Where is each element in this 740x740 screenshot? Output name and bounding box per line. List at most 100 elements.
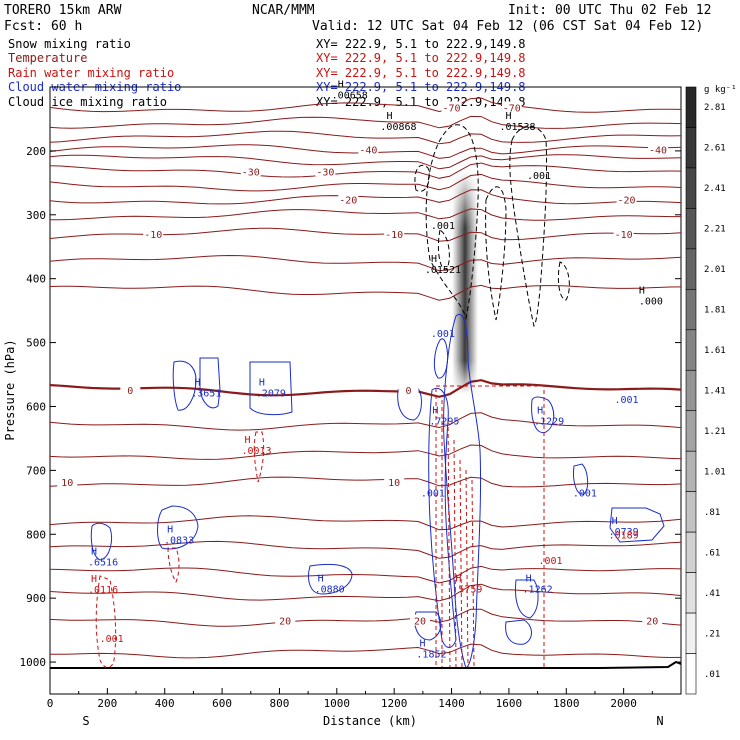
isotherm-line [49, 583, 682, 602]
cloud-water-contour [172, 360, 197, 411]
temp-label: 10 [61, 478, 73, 489]
temp-label: 20 [279, 617, 291, 628]
colorbar-labels: 2.81 2.61 2.41 2.21 2.01 1.81 1.61 1.41 1.21 1.01… [704, 103, 726, 680]
colorbar-label: 2.41 [704, 184, 726, 194]
legend-temperature: Temperature [8, 51, 87, 65]
high-marker: H [432, 406, 438, 417]
cloud-water-contour [573, 463, 589, 495]
temp-label-bg [338, 193, 359, 205]
temp-label: 0 [127, 386, 133, 397]
temp-label: 20 [414, 617, 426, 628]
cloud-ice-contour [425, 124, 479, 320]
field-value-label: .001 [431, 221, 455, 232]
xy-temperature: XY= 222.9, 5.1 to 222.9,149.8 [316, 51, 526, 65]
colorbar-box [685, 653, 697, 695]
temp-label-bg [384, 475, 405, 487]
colorbar-label: 2.01 [704, 265, 726, 275]
temp-label: -10 [144, 230, 162, 241]
xy-snow: XY= 222.9, 5.1 to 222.9,149.8 [316, 37, 526, 51]
x-tick-label: 1600 [496, 697, 523, 710]
field-value-label: .0189 [609, 530, 639, 541]
temp-label-bg [240, 165, 261, 177]
y-tick-label: 600 [26, 400, 46, 413]
isotherm-line [49, 476, 682, 488]
isotherm-line [49, 608, 682, 627]
y-tick-label: 400 [26, 273, 46, 286]
cloud-water-contour [157, 505, 199, 550]
high-marker: H [338, 80, 344, 91]
valid-time: Valid: 12 UTC Sat 04 Feb 12 (06 CST Sat … [312, 19, 703, 34]
colorbar-box [685, 491, 697, 533]
cloud-ice-contour [485, 186, 507, 321]
colorbar-label: 1.61 [704, 346, 726, 356]
x-axis-label: Distance (km) [323, 714, 417, 728]
field-value-label: .01538 [499, 122, 535, 133]
contour-labels: -70 -70 -40 -40 -30 -30 -20 -20 -10 -10 -10 0 0 10 10 2… [57, 80, 669, 661]
rain-water-contour [436, 385, 545, 668]
axes: 0 200 400 600 800 1000 1200 1400 1600 1800 2000 20… [3, 145, 681, 728]
y-tick-label: 500 [26, 337, 46, 350]
temp-label: -20 [339, 195, 357, 206]
x-axis-end-left: S [82, 714, 89, 728]
org-label: NCAR/MMM [252, 3, 315, 18]
y-tick-label: 1000 [20, 656, 47, 669]
plot-area: -70 -70 -40 -40 -30 -30 -20 -20 -10 -10 -10 0 0 10 10 2… [49, 80, 682, 695]
temp-label: 0 [406, 386, 412, 397]
isotherm-line [49, 173, 682, 192]
rain-water-contour [253, 431, 265, 483]
rain-water-contour [435, 388, 475, 669]
temp-label-bg [648, 143, 669, 155]
high-marker: H [318, 574, 324, 585]
field-value-label: .0013 [241, 446, 271, 457]
temp-label-bg [120, 383, 141, 395]
field-value-label: .0833 [164, 535, 194, 546]
colorbar-label: .01 [704, 670, 720, 680]
colorbar-label: 2.21 [704, 225, 726, 235]
temp-label: -30 [242, 167, 260, 178]
field-value-label: .001 [527, 171, 551, 182]
field-value-label: .6516 [88, 558, 118, 569]
isotherm-line [49, 97, 682, 113]
temp-label-bg [275, 614, 296, 626]
y-tick-label: 200 [26, 145, 46, 158]
isotherm-line [49, 162, 682, 179]
isotherm-line [49, 208, 681, 221]
field-value-label: .01521 [425, 265, 461, 276]
legend-rain: Rain water mixing ratio [8, 66, 174, 80]
temp-label-bg [384, 227, 405, 239]
y-tick-label: 300 [26, 209, 46, 222]
colorbar-box [685, 612, 697, 654]
x-axis-ticks: 0 200 400 600 800 1000 1200 1400 1600 1800 2000 [47, 688, 653, 710]
temp-label-bg [358, 143, 379, 155]
temp-label: -70 [503, 103, 521, 114]
isotherm-line [49, 379, 682, 398]
high-marker: H [431, 254, 437, 265]
field-value-label: .1262 [523, 585, 553, 596]
high-marker: H [419, 639, 425, 650]
colorbar-label: 1.01 [704, 467, 726, 477]
cloud-water-contour [249, 361, 293, 416]
y-tick-label: 700 [26, 464, 46, 477]
high-marker: H [506, 111, 512, 122]
field-value-label: .1852 [416, 650, 446, 661]
isotherm-line [50, 643, 682, 659]
colorbar-box [685, 531, 697, 573]
isotherm-line [49, 412, 682, 431]
legend-cloud-ice: Cloud ice mixing ratio [8, 95, 167, 109]
colorbar-label: .21 [704, 629, 720, 639]
temp-label: -10 [385, 230, 403, 241]
y-tick-label: 800 [26, 528, 46, 541]
temp-label-bg [315, 165, 336, 177]
xy-rain: XY= 222.9, 5.1 to 222.9,149.8 [316, 66, 526, 80]
x-tick-label: 1200 [381, 697, 408, 710]
temp-label: -30 [316, 167, 334, 178]
colorbar-box [685, 248, 697, 290]
y-axis-label: Pressure (hPa) [3, 339, 17, 440]
high-marker: H [91, 547, 97, 558]
x-tick-label: 200 [97, 697, 117, 710]
rain-water-contour [95, 575, 117, 668]
cloud-water-contour [531, 396, 555, 434]
isotherm-line [49, 515, 682, 531]
